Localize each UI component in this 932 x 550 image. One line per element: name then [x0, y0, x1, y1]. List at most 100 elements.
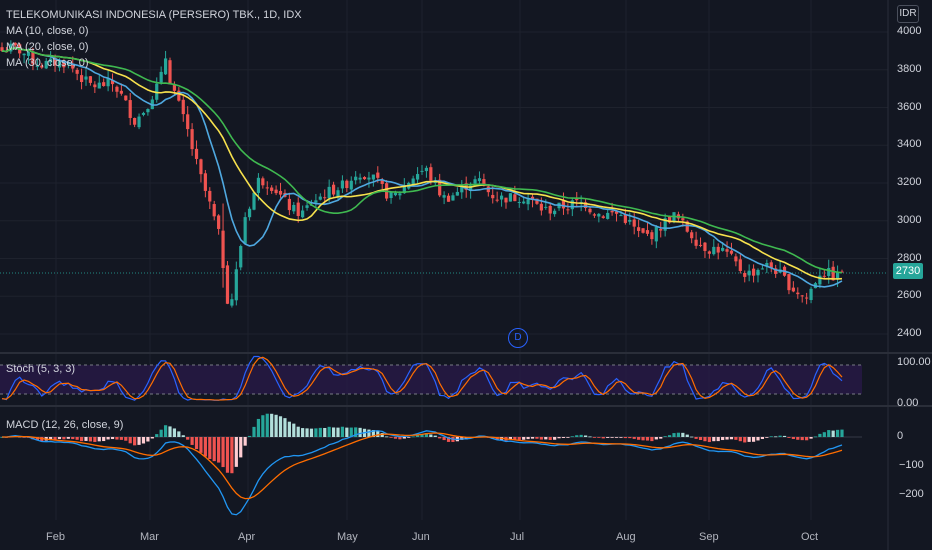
- candle-body: [79, 75, 84, 83]
- macd-hist-bar: [270, 413, 274, 437]
- candle-body: [274, 189, 278, 194]
- candle-body: [530, 196, 535, 200]
- currency-button[interactable]: IDR: [897, 5, 919, 23]
- candle-body: [380, 180, 384, 184]
- candles: [0, 40, 844, 308]
- candle-body: [553, 210, 557, 215]
- candle-body: [477, 178, 482, 182]
- candle-body: [296, 202, 300, 216]
- candle-body: [234, 269, 238, 301]
- macd-hist-bar: [40, 437, 44, 442]
- macd-legend[interactable]: MACD (12, 26, close, 9): [6, 419, 124, 431]
- macd-hist-bar: [345, 427, 349, 437]
- macd-hist-bar: [371, 430, 375, 437]
- macd-hist-bar: [230, 437, 234, 474]
- candle-body: [256, 177, 261, 193]
- macd-hist-bar: [822, 432, 826, 437]
- macd-hist-bar: [181, 435, 185, 437]
- macd-hist-bar: [597, 437, 601, 438]
- candle-body: [606, 212, 610, 219]
- candle-body: [177, 90, 181, 101]
- candle-body: [0, 47, 4, 51]
- candle-body: [172, 84, 177, 91]
- candle-body: [270, 187, 274, 191]
- macd-hist-bar: [681, 432, 685, 437]
- macd-hist-bar: [685, 434, 689, 437]
- macd-hist-bar: [133, 437, 137, 446]
- macd-hist-bar: [119, 437, 123, 440]
- dividend-marker[interactable]: D: [508, 328, 528, 348]
- macd-hist-bar: [35, 437, 39, 441]
- macd-hist-bar: [765, 437, 769, 438]
- candle-body: [698, 244, 703, 246]
- candle-body: [323, 197, 327, 199]
- moving-averages: [1, 47, 843, 288]
- macd-hist-bar: [367, 429, 371, 437]
- macd-hist-bar: [393, 437, 398, 439]
- macd-hist-bar: [539, 437, 543, 440]
- macd-hist-bar: [163, 425, 168, 437]
- candle-body: [75, 69, 79, 74]
- macd-hist-bar: [553, 437, 557, 440]
- macd-tick-label: −100: [899, 459, 924, 471]
- candle-body: [548, 205, 552, 214]
- macd-hist-bar: [331, 427, 336, 437]
- macd-hist-bar: [809, 437, 813, 439]
- macd-hist-bar: [774, 436, 778, 438]
- candle-body: [588, 208, 592, 213]
- macd-hist-bar: [800, 437, 804, 441]
- chart-title: TELEKOMUNIKASI INDONESIA (PERSERO) TBK.,…: [6, 9, 302, 21]
- candle-body: [389, 192, 393, 198]
- legend-ma30[interactable]: MA (30, close, 0): [6, 57, 89, 69]
- candle-body: [743, 273, 747, 277]
- macd-hist-bar: [380, 433, 384, 437]
- macd-hist-bar: [796, 437, 800, 440]
- candle-body: [482, 179, 486, 186]
- macd-hist-bar: [283, 418, 287, 437]
- candle-body: [597, 213, 601, 217]
- candle-body: [645, 230, 650, 234]
- macd-hist-bar: [495, 437, 499, 440]
- price-tick-label: 2400: [897, 327, 922, 339]
- candle-body: [128, 100, 132, 118]
- candle-body: [513, 194, 517, 202]
- candle-body: [66, 63, 70, 65]
- candle-body: [805, 297, 809, 299]
- macd-hist-bar: [464, 437, 468, 440]
- candle-body: [398, 193, 402, 196]
- price-tick-label: 2600: [897, 289, 922, 302]
- macd-hist-bar: [716, 437, 720, 442]
- macd-hist-bar: [725, 437, 729, 440]
- candle-body: [460, 185, 464, 193]
- candle-body: [287, 198, 291, 211]
- macd-lines: [1, 430, 843, 516]
- legend-ma10[interactable]: MA (10, close, 0): [6, 25, 89, 37]
- stoch-legend[interactable]: Stoch (5, 3, 3): [6, 363, 76, 375]
- candle-body: [146, 109, 150, 113]
- candle-body: [424, 167, 429, 172]
- candle-body: [495, 199, 499, 201]
- macd-hist-bar: [575, 435, 579, 437]
- candle-body: [756, 269, 760, 276]
- macd-hist-bar: [323, 427, 327, 437]
- candle-body: [729, 250, 734, 254]
- time-tick-label: Aug: [616, 531, 636, 543]
- macd-hist-bar: [623, 437, 627, 439]
- price-tick-label: 3200: [897, 176, 922, 188]
- macd-hist-bar: [513, 437, 517, 440]
- candle-body: [712, 246, 716, 255]
- candle-body: [292, 204, 296, 212]
- macd-hist-bar: [614, 437, 619, 438]
- macd-hist-bar: [221, 437, 225, 468]
- legend-ma20[interactable]: MA (20, close, 0): [6, 41, 89, 53]
- macd-hist-bar: [637, 437, 641, 440]
- macd-hist-bar: [429, 434, 433, 437]
- candle-body: [305, 205, 309, 208]
- macd-hist-bar: [446, 437, 451, 442]
- candle-body: [575, 198, 579, 201]
- candle-body: [243, 217, 247, 244]
- candle-body: [610, 210, 614, 213]
- candle-body: [225, 265, 230, 304]
- candle-body: [734, 256, 738, 262]
